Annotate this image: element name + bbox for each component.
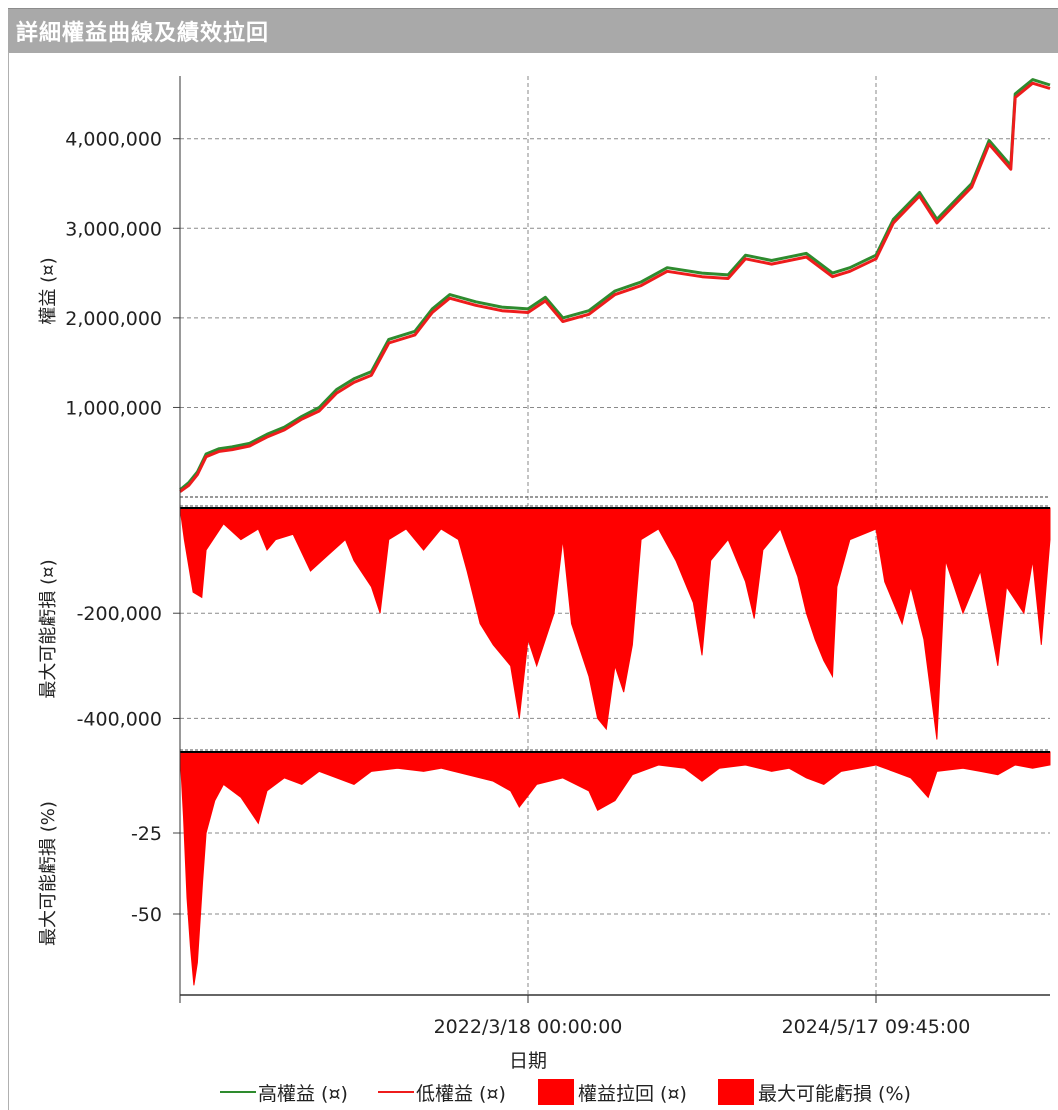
legend-label-max-loss-pct: 最大可能虧損 (%) xyxy=(758,1082,911,1105)
legend-swatch-equity-drawdown xyxy=(538,1079,574,1105)
y-axis-label: 最大可能虧損 (¤) xyxy=(38,559,59,698)
legend-item-high-equity: 高權益 (¤) xyxy=(220,1076,348,1108)
legend-swatch-low-equity xyxy=(378,1091,414,1093)
legend-item-low-equity: 低權益 (¤) xyxy=(378,1076,506,1108)
y-axis-label: 最大可能虧損 (%) xyxy=(38,801,59,946)
x-tick-label: 2022/3/18 00:00:00 xyxy=(434,1016,623,1038)
y-axis-label: 權益 (¤) xyxy=(38,257,59,324)
panel-header: 詳細權益曲線及績效拉回 xyxy=(8,8,1058,53)
series-max-loss-pct xyxy=(179,751,1051,986)
panel-title: 詳細權益曲線及績效拉回 xyxy=(16,21,270,46)
y-tick-label: 1,000,000 xyxy=(65,397,162,419)
legend-label-equity-drawdown: 權益拉回 (¤) xyxy=(578,1082,687,1105)
y-tick-label: -50 xyxy=(131,904,162,926)
y-tick-label: -400,000 xyxy=(77,708,162,730)
x-axis-label: 日期 xyxy=(509,1050,547,1072)
panel-border xyxy=(8,52,9,1110)
y-tick-label: 3,000,000 xyxy=(65,218,162,240)
legend-swatch-high-equity xyxy=(220,1091,256,1093)
y-tick-label: -200,000 xyxy=(77,603,162,625)
legend-label-low-equity: 低權益 (¤) xyxy=(416,1082,506,1105)
legend-swatch-max-loss-pct xyxy=(718,1079,754,1105)
y-tick-label: 2,000,000 xyxy=(65,308,162,330)
legend-item-max-loss-pct: 最大可能虧損 (%) xyxy=(718,1076,911,1108)
chart-legend: 高權益 (¤) 低權益 (¤) 權益拉回 (¤) 最大可能虧損 (%) xyxy=(0,1076,1058,1108)
series-high-equity xyxy=(179,78,1051,492)
x-tick-label: 2024/5/17 09:45:00 xyxy=(782,1016,971,1038)
series-equity-drawdown xyxy=(179,507,1051,740)
y-tick-label: -25 xyxy=(131,823,162,845)
legend-label-high-equity: 高權益 (¤) xyxy=(258,1082,348,1105)
series-low-equity xyxy=(179,81,1051,493)
legend-item-equity-drawdown: 權益拉回 (¤) xyxy=(538,1076,687,1108)
y-tick-label: 4,000,000 xyxy=(65,129,162,151)
